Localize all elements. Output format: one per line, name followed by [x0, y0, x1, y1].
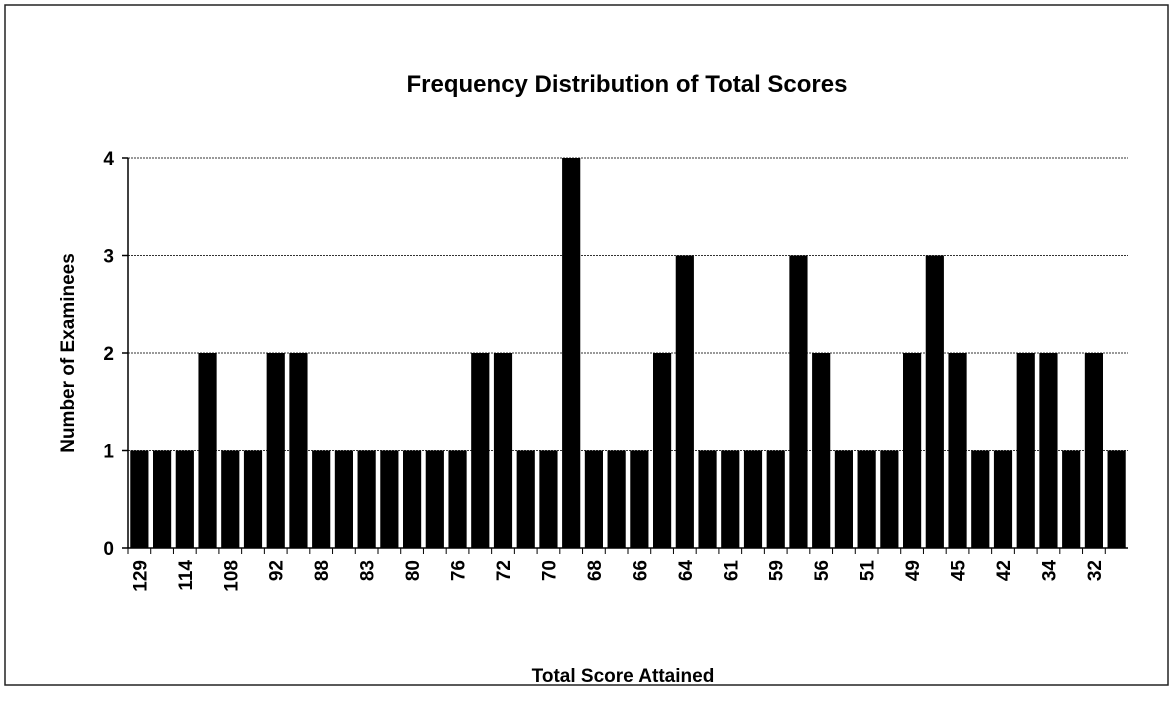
bar: [993, 450, 1013, 548]
y-tick-label: 4: [103, 149, 114, 170]
y-tick-label: 0: [103, 539, 114, 560]
bar: [198, 353, 217, 548]
bar: [812, 353, 831, 548]
x-tick-label: 34: [1039, 560, 1060, 582]
bar: [743, 450, 763, 548]
bar: [903, 353, 922, 548]
x-tick-label: 61: [721, 560, 742, 582]
bar: [471, 353, 490, 548]
bar: [425, 450, 444, 548]
bar: [766, 450, 785, 548]
x-tick-label: 70: [539, 560, 560, 581]
x-tick-label: 114: [176, 560, 197, 591]
x-tick-label: 64: [676, 560, 697, 582]
bar: [153, 450, 172, 548]
y-tick-label: 2: [103, 344, 114, 365]
bar: [721, 450, 740, 548]
bar: [175, 450, 194, 548]
x-tick-label: 32: [1085, 560, 1106, 581]
bar: [312, 450, 331, 548]
bar: [1016, 353, 1035, 548]
chart-title: Frequency Distribution of Total Scores: [407, 71, 848, 98]
y-tick-label: 1: [103, 442, 114, 463]
bar: [925, 255, 944, 548]
y-tick-label: 3: [103, 247, 114, 268]
x-axis-label: Total Score Attained: [532, 666, 715, 687]
x-tick-label: 49: [903, 560, 924, 581]
bar: [698, 450, 717, 548]
bar: [539, 450, 558, 548]
x-tick-label: 83: [358, 560, 379, 581]
x-tick-label: 108: [221, 560, 242, 592]
bar: [1084, 353, 1103, 548]
bar: [1039, 353, 1058, 548]
chart-border: [4, 4, 1169, 686]
bar: [880, 450, 899, 548]
bar: [243, 450, 263, 548]
bar: [493, 353, 513, 548]
x-tick-label: 68: [585, 560, 606, 581]
bar: [675, 255, 694, 548]
x-tick-label: 56: [812, 560, 833, 581]
bar: [1062, 450, 1081, 548]
bar: [130, 450, 149, 548]
bar: [971, 450, 990, 548]
x-tick-label: 42: [994, 560, 1015, 581]
bar: [380, 450, 399, 548]
bar: [334, 450, 353, 548]
bar: [221, 450, 240, 548]
y-axis-label: Number of Examinees: [58, 253, 79, 453]
x-tick-label: 59: [767, 560, 788, 581]
bar: [607, 450, 626, 548]
bar: [948, 353, 967, 548]
bar: [403, 450, 422, 548]
x-tick-label: 80: [403, 560, 424, 581]
bar: [789, 255, 808, 548]
bar: [357, 450, 376, 548]
x-tick-label: 76: [449, 560, 470, 581]
x-tick-label: 88: [312, 560, 333, 581]
bar: [653, 353, 672, 548]
bar: [630, 450, 649, 548]
bar: [562, 158, 581, 548]
x-tick-label: 66: [630, 560, 651, 581]
x-tick-label: 51: [858, 560, 879, 582]
bar: [1107, 450, 1126, 548]
x-tick-label: 129: [130, 560, 151, 592]
x-tick-label: 72: [494, 560, 515, 581]
x-tick-label: 45: [949, 560, 970, 582]
bar: [448, 450, 467, 548]
bar: [266, 353, 285, 548]
bar: [289, 353, 308, 548]
bar: [834, 450, 853, 548]
x-tick-label: 92: [267, 560, 288, 581]
bar: [584, 450, 603, 548]
bar: [857, 450, 876, 548]
bar: [516, 450, 535, 548]
